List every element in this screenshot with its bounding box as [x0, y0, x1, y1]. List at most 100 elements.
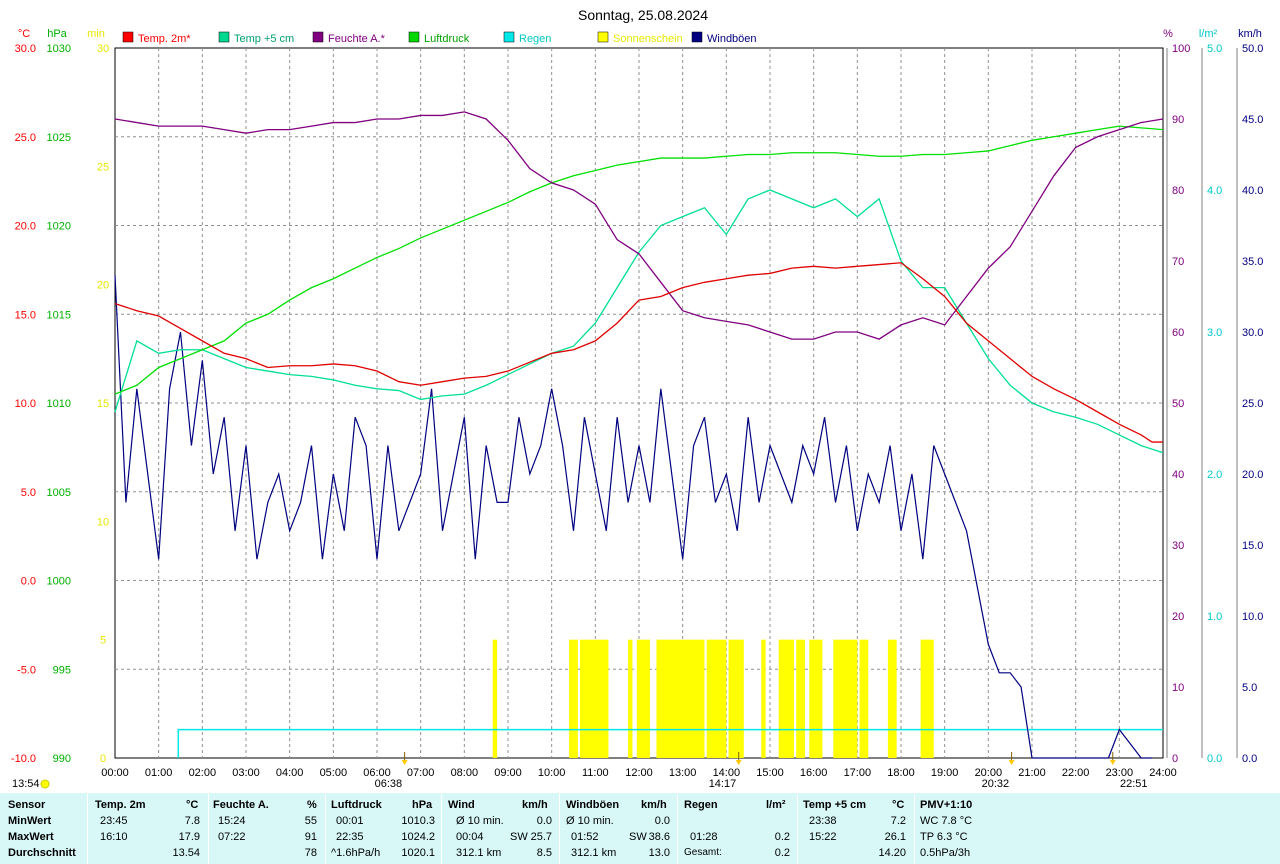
x-tick-label: 08:00 [451, 767, 479, 779]
pressure-tick-label: 1025 [47, 132, 71, 144]
pressure-tick-label: 1020 [47, 221, 71, 233]
grid [115, 48, 1163, 758]
stats-wind-distance: 312.1 km [456, 847, 502, 859]
stats-pressure-unit: hPa [412, 799, 433, 811]
legend-label: Temp. 2m* [138, 33, 191, 45]
temp-tick-label: 5.0 [21, 487, 36, 499]
wind-tick-label: 25.0 [1242, 398, 1263, 410]
pressure-tick-label: 995 [53, 664, 71, 676]
stats-temp2m-min-time: 23:45 [100, 815, 128, 827]
stats-pmv-header: PMV+1:10 [920, 799, 973, 811]
pressure-tick-label: 1030 [47, 43, 71, 55]
temp-unit-label: °C [18, 28, 30, 40]
stats-row-label-avg: Durchschnitt [8, 847, 76, 859]
stats-humidity-header: Feuchte A. [213, 799, 269, 811]
sun-tick-label: 5 [100, 635, 106, 647]
column-separator [325, 793, 326, 864]
stats-gusts-max-val: 38.6 [648, 831, 670, 843]
stats-gusts-min-val: 0.0 [654, 815, 670, 827]
x-tick-label: 11:00 [582, 767, 609, 779]
temp-tick-label: 25.0 [15, 132, 36, 144]
sunshine-bar [580, 639, 609, 758]
sun-tick-label: 15 [97, 398, 109, 410]
x-tick-label: 14:00 [713, 767, 741, 779]
stats-humidity-max-time: 07:22 [218, 831, 246, 843]
marker-arrow [401, 760, 408, 765]
series-line-temp-5-cm [114, 189, 1164, 454]
x-tick-label: 07:00 [407, 767, 435, 779]
sunshine-bar [492, 639, 498, 758]
sunshine-bar [656, 639, 705, 758]
humidity-tick-label: 80 [1172, 185, 1184, 197]
legend-label: Luftdruck [424, 33, 470, 45]
column-separator [441, 793, 442, 864]
x-tick-label: 04:00 [276, 767, 304, 779]
stats-row-label-min: MinWert [8, 815, 52, 827]
stats-temp5cm-max-time: 15:22 [809, 831, 837, 843]
wind-tick-label: 50.0 [1242, 43, 1263, 55]
x-tick-label: 22:00 [1062, 767, 1090, 779]
stats-humidity-max-val: 91 [304, 831, 317, 843]
legend-label: Temp +5 cm [234, 33, 294, 45]
humidity-tick-label: 100 [1172, 43, 1190, 55]
column-separator [677, 793, 678, 864]
column-separator [797, 793, 798, 864]
humidity-tick-label: 70 [1172, 256, 1184, 268]
legend-swatch [691, 31, 703, 43]
stats-humidity-min-time: 15:24 [218, 815, 246, 827]
footer-time-right: 22:51 [1120, 778, 1148, 790]
temp-tick-label: -5.0 [17, 664, 36, 676]
x-tick-label: 24:00 [1149, 767, 1177, 779]
humidity-tick-label: 0 [1172, 753, 1178, 765]
wind-tick-label: 0.0 [1242, 753, 1257, 765]
stats-wind-max-dir: SW [510, 831, 528, 843]
wind-tick-label: 40.0 [1242, 185, 1263, 197]
humidity-unit-label: % [1163, 28, 1173, 40]
humidity-tick-label: 30 [1172, 540, 1184, 552]
stats-gusts-max-time: 01:52 [571, 831, 599, 843]
stats-row-label-max: MaxWert [8, 831, 54, 843]
marker-label: 20:32 [982, 778, 1010, 790]
x-tick-label: 19:00 [931, 767, 959, 779]
sunshine-bar [887, 639, 897, 758]
stats-rain-total: 0.2 [774, 847, 790, 859]
wind-tick-label: 35.0 [1242, 256, 1263, 268]
humidity-tick-label: 90 [1172, 114, 1184, 126]
x-axis: 00:00 01:00 02:00 03:00 04:00 05:00 06:00 07:00… [101, 767, 1177, 779]
stats-rain-unit: l/m² [766, 799, 786, 811]
x-tick-label: 03:00 [232, 767, 260, 779]
stats-temp5cm-min-time: 23:38 [809, 815, 837, 827]
stats-temp2m-min-val: 7.8 [184, 815, 200, 827]
stats-temp5cm-min-val: 7.2 [890, 815, 906, 827]
sun-tick-label: 10 [97, 516, 109, 528]
pressure-tick-label: 1000 [47, 576, 71, 588]
stats-gusts-max-dir: SW [629, 831, 647, 843]
sun-tick-label: 0 [100, 753, 106, 765]
pressure-tick-label: 1005 [47, 487, 71, 499]
wind-tick-label: 20.0 [1242, 469, 1263, 481]
marker-arrow [1008, 760, 1015, 765]
legend-label: Regen [519, 33, 551, 45]
legend-swatch [122, 31, 134, 43]
sunshine-bar [628, 639, 633, 758]
x-tick-label: 01:00 [145, 767, 173, 779]
pressure-tick-label: 990 [53, 753, 71, 765]
stats-wind-min-label: Ø 10 min. [456, 815, 504, 827]
humidity-tick-label: 40 [1172, 469, 1184, 481]
stats-pressure-header: Luftdruck [331, 799, 382, 811]
x-tick-label: 16:00 [800, 767, 828, 779]
humidity-tick-label: 20 [1172, 611, 1184, 623]
rain-tick-label: 1.0 [1207, 611, 1222, 623]
x-tick-label: 12:00 [625, 767, 653, 779]
sunshine-bar [706, 639, 727, 758]
sunshine-bar [859, 639, 869, 758]
stats-pressure-min-time: 00:01 [336, 815, 364, 827]
legend-swatch [503, 31, 515, 43]
stats-gusts-avg: 13.0 [648, 847, 670, 859]
stats-wind-header: Wind [448, 799, 475, 811]
stats-rain-max-time: 01:28 [690, 831, 718, 843]
series-line-temp-2m [114, 262, 1163, 443]
marker-label: 06:38 [375, 778, 403, 790]
marker-arrow [735, 760, 742, 765]
sunrise-icon [40, 779, 50, 789]
